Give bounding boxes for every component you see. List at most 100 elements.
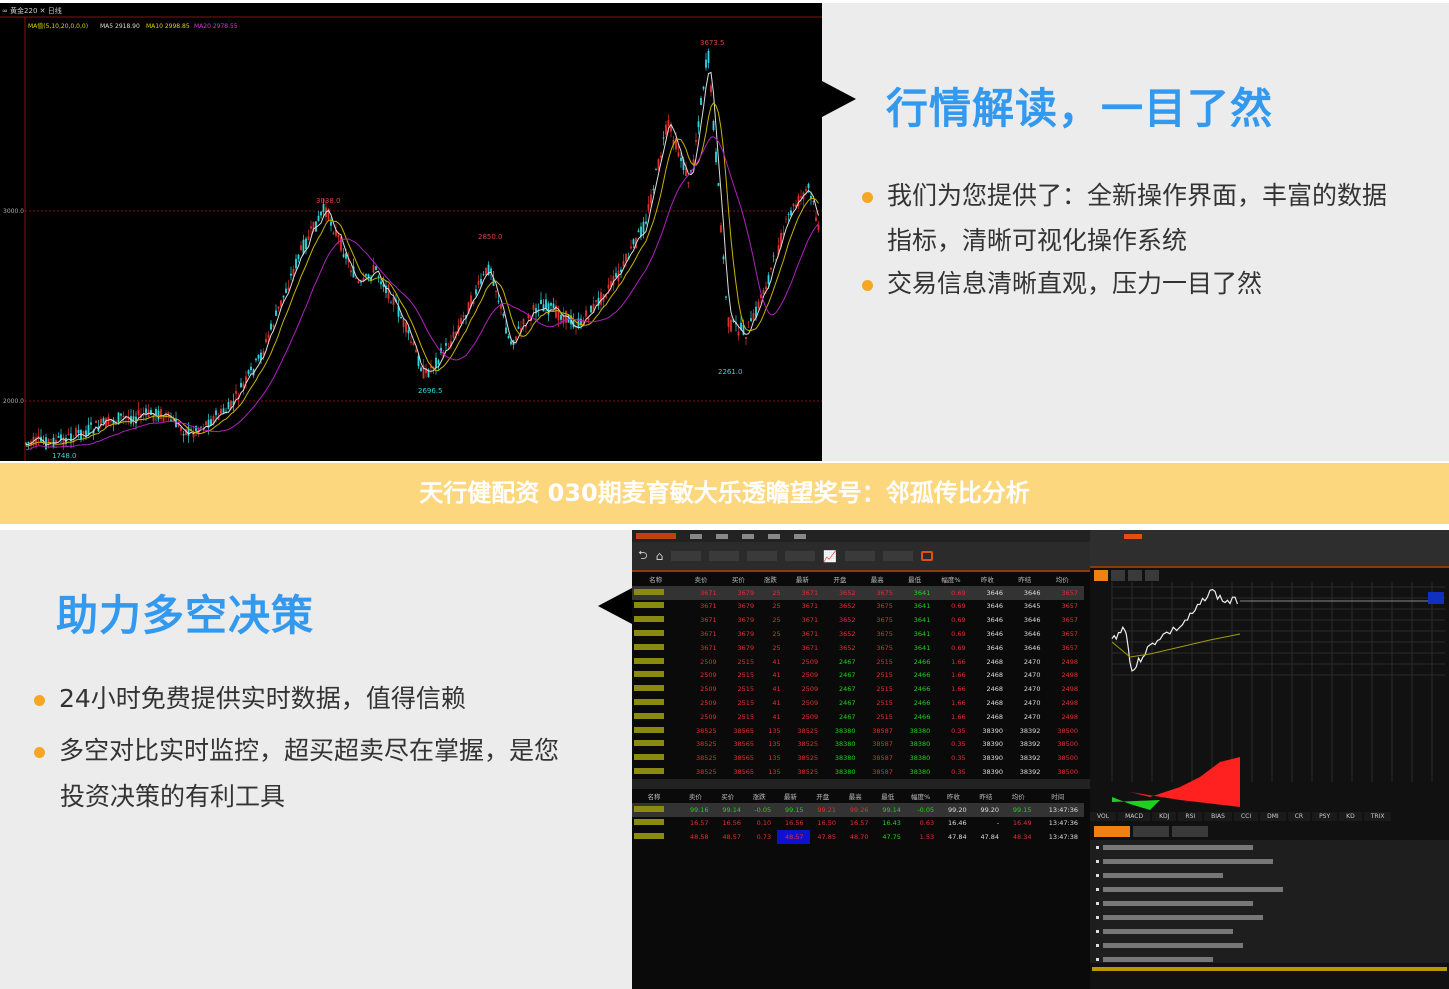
candle-body <box>605 294 607 298</box>
news-item[interactable] <box>1090 854 1449 868</box>
news-item[interactable] <box>1090 952 1449 966</box>
indicator-tab[interactable]: CR <box>1287 812 1311 821</box>
candle-body <box>195 426 197 431</box>
table-cell: 38525 <box>797 754 819 763</box>
toolbar-button[interactable] <box>844 551 875 561</box>
toolbar-button[interactable] <box>785 551 816 561</box>
news-tab[interactable] <box>1094 826 1130 837</box>
candle-body <box>687 182 690 184</box>
candle-body <box>615 273 617 278</box>
table-row[interactable]: 38525 38565 135 38525 38380 38587 38380 0.35 383… <box>632 751 1084 765</box>
indicator-tab[interactable]: BIAS <box>1204 812 1232 821</box>
table-row[interactable]: 3671 3679 25 3671 3652 3675 3641 0.69 3646 3645 36… <box>632 600 1084 614</box>
table-cell: 0.69 <box>951 630 966 639</box>
indicator-tab[interactable]: RSI <box>1178 812 1203 821</box>
candle-body <box>372 265 375 273</box>
table-cell: 2466 <box>913 657 931 666</box>
candle-body <box>90 422 92 425</box>
news-tab[interactable] <box>1133 826 1169 837</box>
candle-body <box>280 300 282 307</box>
indicator-tab[interactable]: VOL <box>1090 812 1117 821</box>
table-header: 名称 卖价 买价 涨跌 最新 开盘 最高 最低 幅度% 昨收 昨结 均价 时间 <box>632 789 1084 803</box>
ma10-label: MA10 2998.85 <box>146 23 190 30</box>
news-item[interactable] <box>1090 938 1449 952</box>
column-header: 均价 <box>1055 575 1069 584</box>
indicator-tab[interactable]: KDJ <box>1152 812 1177 821</box>
news-item[interactable] <box>1090 924 1449 938</box>
table-cell: 2498 <box>1061 657 1078 666</box>
table-row[interactable]: 2509 2515 41 2509 2467 2515 2466 1.66 2468 2470 24… <box>632 682 1084 696</box>
table-cell: 3675 <box>876 630 893 639</box>
home-icon[interactable]: ⌂ <box>655 549 664 563</box>
candle-body <box>407 330 410 334</box>
table-row[interactable]: 3671 3679 25 3671 3652 3675 3641 0.69 3646 3646 36… <box>632 641 1084 655</box>
table-cell: 2515 <box>737 685 755 694</box>
news-item[interactable] <box>1090 840 1449 854</box>
column-header: 最新 <box>783 792 797 801</box>
back-icon[interactable]: ⮌ <box>638 547 648 562</box>
period-tab[interactable] <box>1110 570 1125 581</box>
table-row[interactable]: 2509 2515 41 2509 2467 2515 2466 1.66 2468 2470 24… <box>632 710 1084 724</box>
candle-body <box>652 188 655 191</box>
monitor-icon[interactable] <box>920 551 933 561</box>
table-row[interactable]: 38525 38565 135 38525 38380 38587 38380 0.35 383… <box>632 724 1084 738</box>
candle-body <box>100 419 102 426</box>
table-row[interactable]: 16.57 16.56 0.10 16.56 16.50 16.57 16.43 0.63 16… <box>632 817 1084 831</box>
candle-body <box>400 316 402 319</box>
table-row[interactable]: 2509 2515 41 2509 2467 2515 2466 1.66 2468 2470 24… <box>632 669 1084 683</box>
candle-body <box>625 254 627 262</box>
table-cell: 2468 <box>986 712 1004 721</box>
candle-body <box>665 124 667 135</box>
news-item[interactable] <box>1090 910 1449 924</box>
table-row[interactable]: 2509 2515 41 2509 2467 2515 2466 1.66 2468 2470 24… <box>632 696 1084 710</box>
candle-body <box>490 268 492 273</box>
ma20-label: MA20 2978.55 <box>194 23 238 30</box>
indicator-tab[interactable]: CCI <box>1233 812 1259 821</box>
table-cell: 0.35 <box>951 768 966 777</box>
table-row[interactable]: 3671 3679 25 3671 3652 3675 3641 0.69 3646 3646 36… <box>632 613 1084 627</box>
period-tab[interactable] <box>1144 570 1159 581</box>
news-tab[interactable] <box>1172 826 1208 837</box>
toolbar-button[interactable] <box>882 551 913 561</box>
candle-body <box>385 285 387 293</box>
toolbar-button[interactable] <box>747 551 778 561</box>
table-row[interactable]: 3671 3679 25 3671 3652 3675 3641 0.69 3646 3646 36… <box>632 585 1084 600</box>
news-item[interactable] <box>1090 896 1449 910</box>
table-cell: 2470 <box>1023 699 1041 708</box>
indicator-tab[interactable]: MACD <box>1118 812 1151 821</box>
table-cell: 38565 <box>733 768 755 777</box>
indicator-tab[interactable]: KD <box>1339 812 1362 821</box>
instrument-name <box>632 696 685 710</box>
table-cell: 38380 <box>834 754 856 763</box>
candle-body <box>460 318 462 324</box>
candle-body <box>177 422 180 427</box>
table-row[interactable]: 38525 38565 135 38525 38380 38587 38380 0.35 383… <box>632 765 1084 779</box>
news-item[interactable] <box>1090 868 1449 882</box>
candle-body <box>192 432 195 438</box>
candle-body <box>227 401 230 410</box>
toolbar-button[interactable] <box>671 551 702 561</box>
candle-body <box>740 322 742 330</box>
candle-body <box>427 369 430 377</box>
chart-icon[interactable]: 📈 <box>823 549 837 563</box>
candle-body <box>727 317 730 327</box>
column-header: 买价 <box>731 575 745 584</box>
toolbar-button[interactable] <box>709 551 740 561</box>
period-tab[interactable] <box>1127 570 1142 581</box>
candle-body <box>285 288 287 294</box>
table-cell: 16.57 <box>689 819 709 828</box>
indicator-tab[interactable]: DMI <box>1260 812 1286 821</box>
candle-body <box>55 439 57 444</box>
table-row[interactable]: 2509 2515 41 2509 2467 2515 2466 1.66 2468 2470 24… <box>632 655 1084 669</box>
table-row[interactable]: 48.58 48.57 0.73 48.57 47.85 48.70 47.75 1.53 47… <box>632 830 1084 845</box>
indicator-tab[interactable]: TRIX <box>1363 812 1392 821</box>
table-cell: 38565 <box>733 740 755 749</box>
period-tab[interactable] <box>1094 570 1108 581</box>
table-cell: 16.46 <box>947 819 967 828</box>
table-row[interactable]: 99.16 99.14 -0.05 99.15 99.21 99.26 99.14 -0.05… <box>632 802 1084 817</box>
news-item[interactable] <box>1090 882 1449 896</box>
candle-body <box>477 281 480 285</box>
table-row[interactable]: 3671 3679 25 3671 3652 3675 3641 0.69 3646 3646 36… <box>632 627 1084 641</box>
table-row[interactable]: 38525 38565 135 38525 38380 38587 38380 0.35 383… <box>632 738 1084 752</box>
indicator-tab[interactable]: PSY <box>1312 812 1338 821</box>
